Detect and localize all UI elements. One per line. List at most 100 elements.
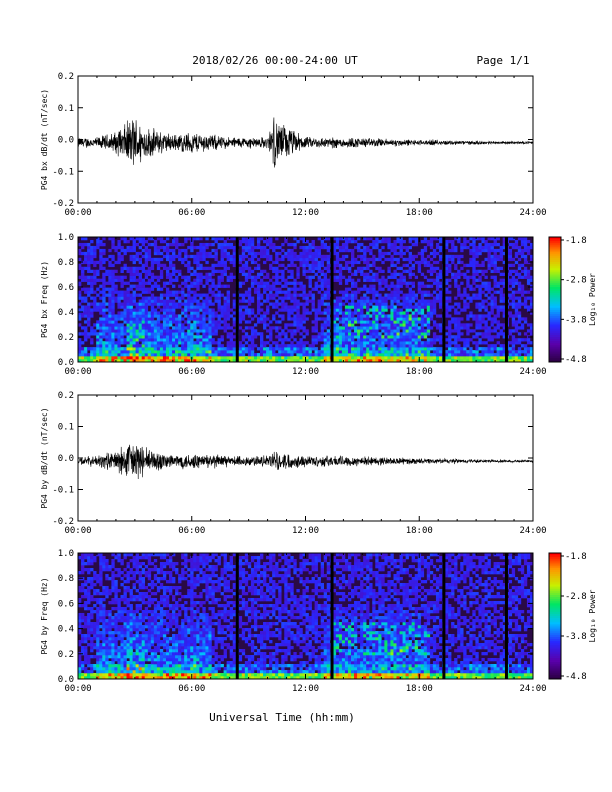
cell (281, 329, 285, 333)
cell (414, 335, 419, 339)
cell (244, 332, 249, 336)
cell (226, 305, 230, 309)
cell (354, 335, 358, 339)
cell (405, 305, 409, 309)
cell (520, 263, 525, 268)
cell (78, 290, 82, 294)
cell (123, 326, 127, 330)
cell (396, 278, 400, 282)
cell (405, 308, 409, 312)
cell (378, 281, 382, 285)
cell (99, 607, 103, 611)
y-tick-label: -0.2 (52, 517, 74, 527)
cell (226, 335, 230, 339)
cell (269, 329, 273, 333)
cell (81, 356, 85, 360)
cell (460, 272, 464, 276)
cell (229, 341, 233, 345)
cell (354, 305, 358, 309)
cell (499, 329, 503, 333)
cell (414, 260, 419, 265)
cell (420, 323, 425, 327)
cell (451, 350, 455, 354)
cell (241, 338, 246, 342)
cell (190, 284, 194, 288)
cell (405, 299, 409, 303)
cell (162, 341, 167, 345)
cell (360, 308, 364, 312)
cell (256, 272, 261, 276)
cell (250, 239, 255, 244)
cell (381, 320, 385, 324)
cell (205, 356, 209, 360)
cell (511, 350, 516, 354)
cell (272, 314, 276, 318)
cell (493, 281, 497, 285)
cell (344, 239, 349, 244)
cell (475, 353, 479, 357)
cell (387, 344, 391, 348)
cell (499, 308, 503, 312)
cell (87, 562, 91, 566)
cell (178, 350, 182, 354)
cell (241, 350, 246, 354)
cell (102, 281, 106, 285)
cell (150, 287, 155, 291)
cell (108, 359, 112, 363)
cell (220, 308, 224, 312)
cell (490, 245, 494, 250)
cell (105, 658, 109, 662)
cell (99, 646, 103, 650)
cell (150, 278, 155, 282)
cell (153, 248, 158, 253)
cell (366, 275, 370, 279)
cell (481, 269, 485, 274)
colorbar-step (549, 287, 561, 290)
cell (499, 350, 503, 354)
cell (196, 341, 200, 345)
cell (402, 320, 406, 324)
cell (435, 314, 440, 318)
cell (256, 284, 261, 288)
cell (454, 356, 458, 360)
cell (287, 257, 291, 262)
cell (129, 272, 133, 276)
cell (153, 338, 158, 342)
cell (448, 296, 452, 300)
cell (84, 335, 88, 339)
cell (481, 353, 485, 357)
cell (475, 296, 479, 300)
cell (99, 673, 103, 677)
cell (347, 317, 352, 321)
cell (351, 257, 355, 262)
cell (114, 278, 118, 282)
cell (205, 254, 209, 259)
cell (162, 323, 167, 327)
cell (108, 311, 112, 315)
cell (169, 347, 173, 351)
cell (475, 350, 479, 354)
cell (493, 344, 497, 348)
cell (178, 257, 182, 262)
cell (514, 320, 519, 324)
cell (135, 332, 139, 336)
cell (408, 272, 412, 276)
cell (214, 237, 218, 241)
cell (317, 254, 321, 259)
cell (357, 237, 361, 241)
cell (190, 347, 194, 351)
cell (250, 326, 255, 330)
cell (178, 290, 182, 294)
cell (96, 637, 100, 641)
cell (393, 272, 397, 276)
cell (87, 559, 91, 563)
cell (496, 332, 500, 336)
cell (196, 275, 200, 279)
cell (232, 305, 237, 309)
cell (508, 242, 513, 247)
cell (311, 260, 315, 265)
cell (320, 239, 324, 244)
cell (232, 237, 237, 241)
cell (126, 320, 130, 324)
cell (363, 335, 367, 339)
